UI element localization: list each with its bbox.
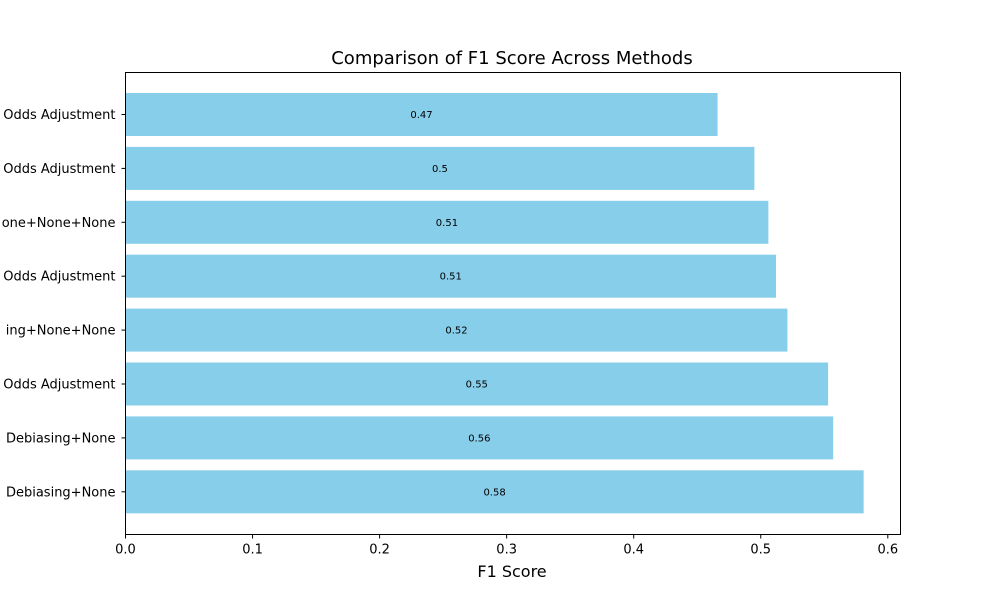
bar-1 [125,146,755,190]
plot-frame [125,72,901,535]
data-labels: 0.47 0.5 0.51 0.51 0.52 0.55 0.56 0.58 [410,110,505,498]
data-label: 0.58 [483,487,505,498]
y-tick-label: Odds Adjustment [3,378,115,393]
y-tick-label: Odds Adjustment [3,108,115,123]
bar-3 [125,254,776,298]
y-tick-labels: Odds Adjustment Odds Adjustment one+None+N… [2,108,126,500]
bar-2 [125,200,769,244]
data-label: 0.51 [436,218,458,229]
bar-6 [125,416,834,460]
data-label: 0.55 [466,380,488,391]
x-tick-label: 0.2 [369,543,390,558]
bar-5 [125,362,829,406]
y-tick-label: Debiasing+None [6,431,116,446]
data-label: 0.56 [468,433,490,444]
bar-7 [125,470,864,514]
y-tick-label: Odds Adjustment [3,270,115,285]
x-axis-ticks: 0.0 0.1 0.2 0.3 0.4 0.5 0.6 [115,534,898,558]
y-tick-label: one+None+None [2,216,116,231]
y-tick-label: Debiasing+None [6,485,116,500]
bar-4 [125,308,788,352]
data-label: 0.52 [445,326,467,337]
data-label: 0.5 [432,164,448,175]
x-tick-label: 0.1 [242,543,263,558]
bar-0 [125,93,718,136]
data-label: 0.51 [440,272,462,283]
x-tick-label: 0.5 [750,543,771,558]
x-tick-label: 0.4 [623,543,644,558]
x-axis-label: F1 Score [477,562,546,581]
x-tick-label: 0.3 [496,543,517,558]
y-tick-label: ing+None+None [6,324,116,339]
x-tick-label: 0.0 [115,543,136,558]
x-tick-label: 0.6 [877,543,898,558]
y-tick-label: Odds Adjustment [3,162,115,177]
data-label: 0.47 [410,110,432,121]
bars-group [125,93,864,514]
chart-title: Comparison of F1 Score Across Methods [331,48,693,69]
